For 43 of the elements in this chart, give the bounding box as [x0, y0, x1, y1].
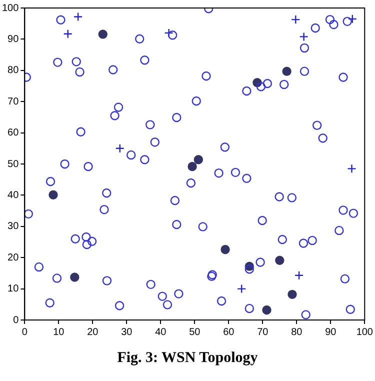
point: [291, 14, 300, 24]
y-tick-label: 60: [8, 128, 20, 139]
point: [73, 12, 83, 22]
point: [220, 244, 230, 254]
y-tick-label: 50: [8, 158, 20, 170]
x-tick-label: 90: [325, 326, 337, 338]
y-tick-label: 40: [8, 190, 20, 201]
x-tick-label: 20: [87, 326, 99, 338]
point: [348, 14, 358, 24]
y-tick-label: 90: [8, 34, 20, 45]
y-tick-label: 80: [8, 65, 20, 76]
y-tick-label: 0: [13, 314, 20, 326]
x-tick-label: 60: [223, 326, 235, 338]
point: [294, 270, 304, 280]
x-tick-label: 50: [189, 326, 201, 338]
point: [194, 155, 204, 164]
point: [236, 284, 246, 294]
point: [288, 290, 297, 300]
x-tick-label: 30: [121, 326, 133, 338]
x-tick-label: 40: [155, 326, 167, 338]
point: [115, 144, 124, 153]
point: [48, 190, 58, 200]
point: [275, 256, 284, 266]
point: [188, 162, 197, 172]
point: [262, 305, 272, 315]
y-tick-label: 30: [8, 221, 20, 232]
y-tick-label: 100: [2, 2, 20, 14]
y-tick-label: 20: [8, 252, 20, 264]
point: [282, 66, 292, 76]
point: [70, 272, 80, 282]
y-tick-label: 10: [8, 284, 20, 295]
point: [164, 28, 174, 38]
point: [347, 164, 356, 174]
x-tick-label: 70: [257, 326, 269, 338]
x-tick-label: 0: [22, 326, 28, 338]
point: [63, 29, 72, 38]
x-tick-label: 10: [53, 326, 65, 338]
point: [299, 32, 308, 42]
text: Fig. 3: WSN Topology: [116, 350, 259, 367]
x-tick-label: 100: [356, 326, 374, 338]
x-tick-label: 80: [291, 326, 303, 338]
y-tick-label: 70: [8, 96, 20, 108]
point: [98, 30, 108, 39]
